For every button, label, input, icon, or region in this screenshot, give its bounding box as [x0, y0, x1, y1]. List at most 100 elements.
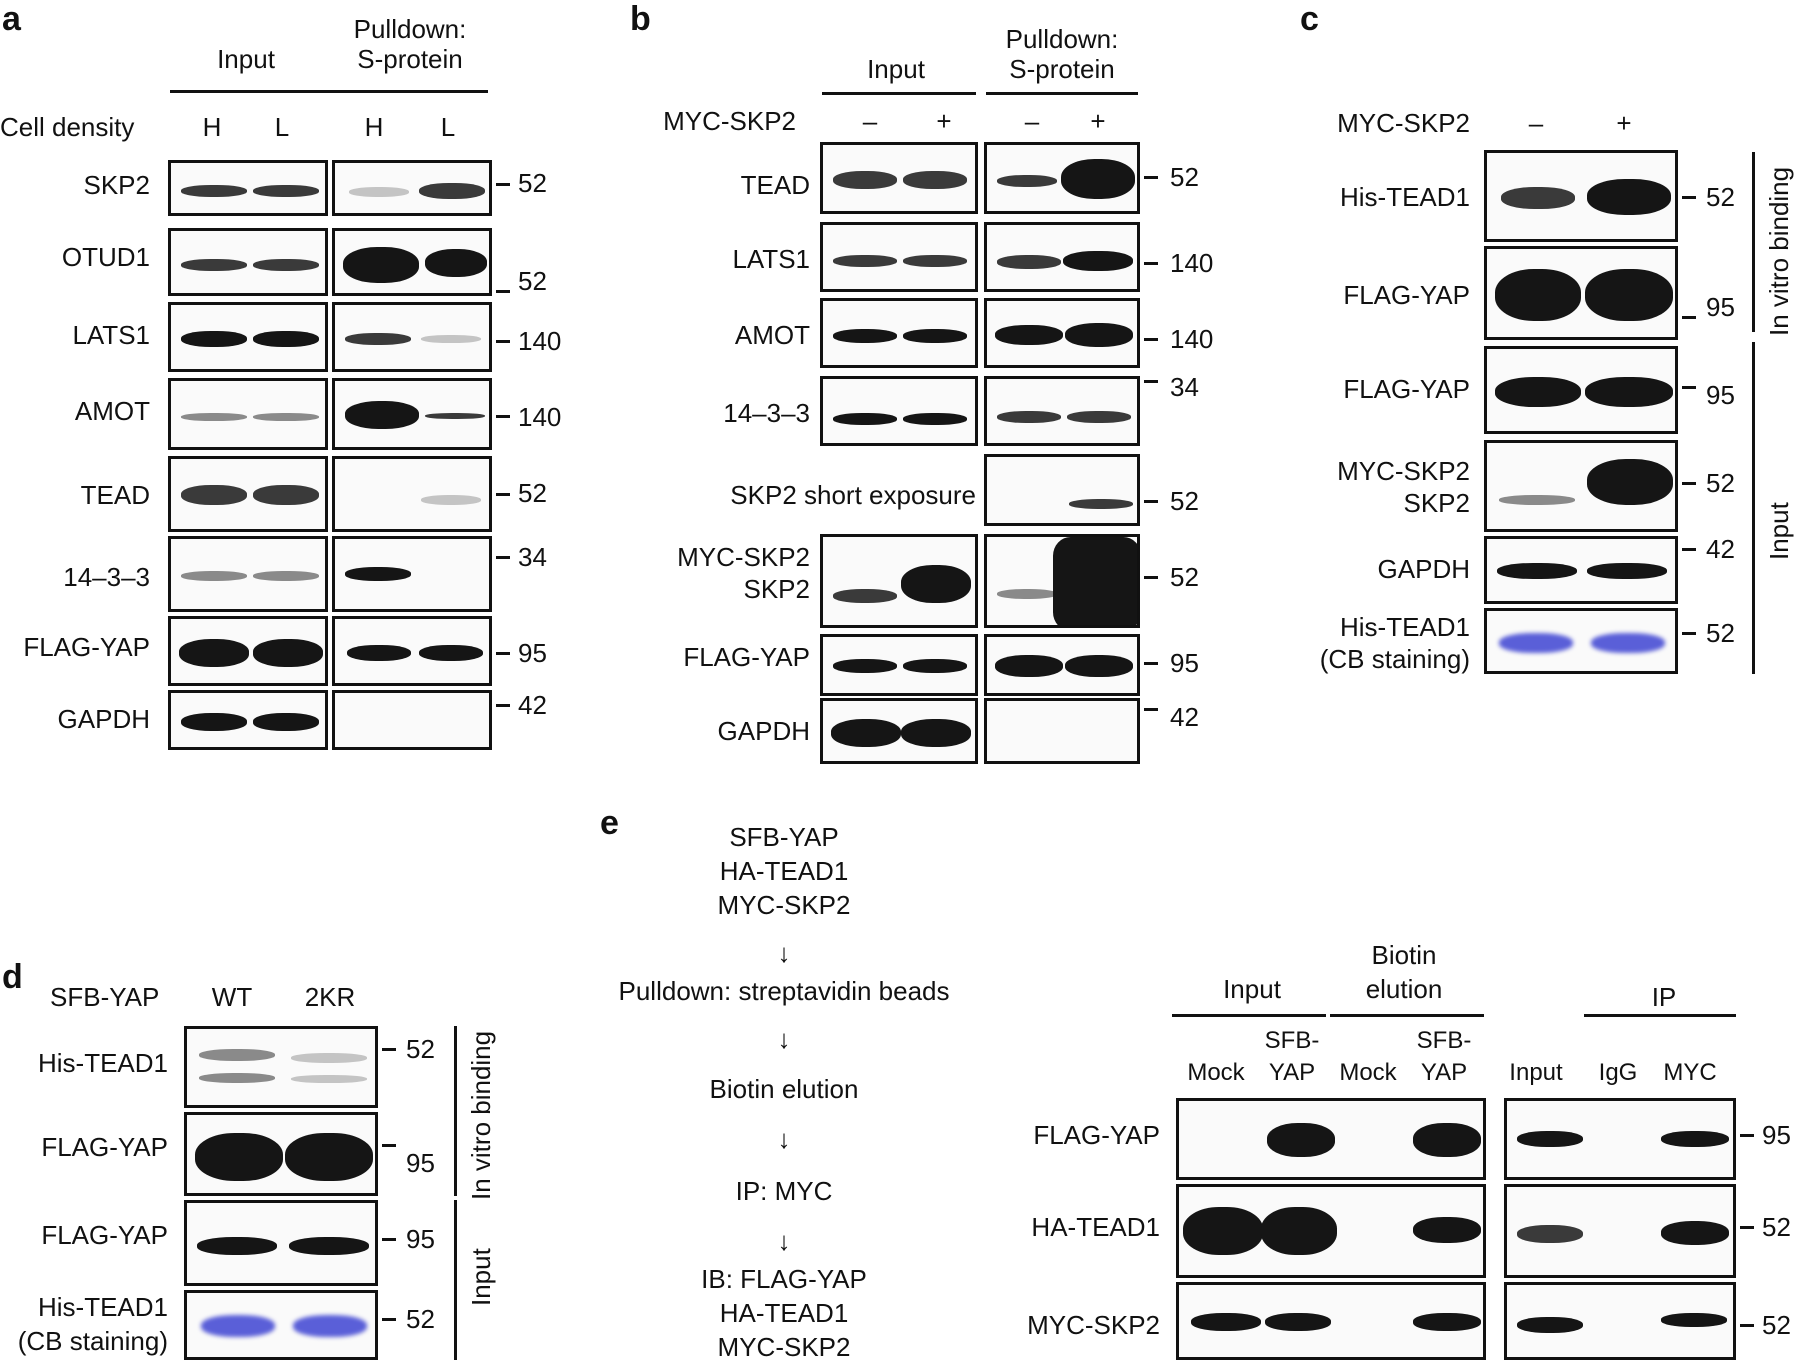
- col-label: YAP: [1420, 1059, 1468, 1086]
- mw-label: 52: [1170, 562, 1199, 592]
- col-label: H: [364, 112, 384, 142]
- blot-label: FLAG-YAP: [1343, 374, 1470, 404]
- blot-image: [168, 302, 328, 372]
- blot-label: SKP2: [1403, 488, 1471, 518]
- blot-label: GAPDH: [1377, 554, 1470, 584]
- mw-label: 52: [1762, 1310, 1791, 1340]
- blot-image: [1176, 1282, 1486, 1360]
- blot-label: MYC-SKP2: [677, 542, 810, 572]
- blot-image: [332, 616, 492, 686]
- flow-text: IB: FLAG-YAP: [701, 1264, 867, 1294]
- col-label: L: [274, 112, 290, 142]
- blot-label: FLAG-YAP: [41, 1220, 168, 1250]
- mw-label: 52: [1762, 1212, 1791, 1242]
- header-input: Input: [1223, 974, 1281, 1004]
- mw-label: 34: [518, 542, 547, 572]
- row-label: MYC-SKP2: [663, 106, 796, 136]
- panel-letter-e: e: [600, 804, 619, 842]
- blot-label: (CB staining): [17, 1326, 168, 1356]
- arrow-icon: ↓: [777, 1124, 791, 1154]
- flow-text: MYC-SKP2: [717, 1332, 851, 1362]
- header-pulldown: S-protein: [1009, 54, 1115, 84]
- mw-label: 95: [518, 638, 547, 668]
- blot-image: [168, 160, 328, 216]
- mw-label: 95: [1706, 380, 1735, 410]
- blot-label: His-TEAD1: [37, 1292, 168, 1322]
- panel-letter-c: c: [1300, 0, 1319, 38]
- blot-label: TEAD: [740, 170, 810, 200]
- blot-image: [168, 536, 328, 612]
- side-label: Input: [466, 1248, 496, 1306]
- blot-label: MYC-SKP2: [1337, 456, 1470, 486]
- mw-label: 52: [1706, 468, 1735, 498]
- arrow-icon: ↓: [777, 1226, 791, 1256]
- mw-label: 52: [406, 1304, 435, 1334]
- bracket: [454, 1200, 457, 1360]
- blot-label: FLAG-YAP: [1033, 1120, 1160, 1150]
- col-label: H: [202, 112, 222, 142]
- row-label: MYC-SKP2: [1337, 108, 1470, 138]
- divider: [170, 90, 330, 93]
- blot-image: [332, 690, 492, 750]
- col-label: 2KR: [304, 982, 356, 1012]
- col-label: Input: [1509, 1059, 1563, 1086]
- blot-image: [184, 1200, 378, 1286]
- blot-label: AMOT: [74, 396, 150, 426]
- blot-image: [820, 222, 978, 292]
- col-label: Mock: [1187, 1059, 1245, 1086]
- blot-image: [168, 228, 328, 296]
- mw-label: 42: [518, 690, 547, 720]
- blot-label: GAPDH: [57, 704, 150, 734]
- flow-text: MYC-SKP2: [717, 890, 851, 920]
- blot-image: [984, 454, 1140, 526]
- divider: [986, 92, 1138, 95]
- blot-label: SKP2: [83, 170, 151, 200]
- blot-label: SKP2: [743, 574, 811, 604]
- blot-image: [1504, 1282, 1736, 1360]
- col-label: Mock: [1339, 1059, 1397, 1086]
- header-input: Input: [867, 54, 925, 84]
- blot-image: [332, 456, 492, 532]
- mw-label: 52: [1706, 182, 1735, 212]
- blot-image: [984, 634, 1140, 696]
- blot-image: [820, 634, 978, 696]
- blot-image: [984, 298, 1140, 368]
- header-pulldown: S-protein: [357, 44, 463, 74]
- blot-label: (CB staining): [1319, 644, 1470, 674]
- blot-image: [1484, 246, 1678, 340]
- mw-label: 52: [518, 266, 547, 296]
- divider: [330, 90, 488, 93]
- blot-image: [332, 378, 492, 450]
- mw-label: 52: [1706, 618, 1735, 648]
- col-label: –: [1528, 108, 1544, 138]
- blot-image: [984, 376, 1140, 446]
- mw-label: 42: [1706, 534, 1735, 564]
- blot-label: FLAG-YAP: [41, 1132, 168, 1162]
- blot-label: FLAG-YAP: [683, 642, 810, 672]
- blot-label: OTUD1: [61, 242, 150, 272]
- blot-image: [332, 536, 492, 612]
- col-label: MYC: [1663, 1059, 1717, 1086]
- blot-label: LATS1: [72, 320, 150, 350]
- blot-image: [820, 298, 978, 368]
- col-label: +: [1616, 108, 1632, 138]
- blot-image: [1176, 1098, 1486, 1180]
- blot-label: TEAD: [80, 480, 150, 510]
- header-pulldown: Pulldown:: [353, 14, 467, 44]
- divider: [1584, 1014, 1736, 1017]
- col-label: +: [936, 106, 952, 136]
- divider: [1172, 1014, 1326, 1017]
- col-label: –: [862, 106, 878, 136]
- flow-text: HA-TEAD1: [719, 856, 849, 886]
- col-label: +: [1090, 106, 1106, 136]
- flow-text: Pulldown: streptavidin beads: [618, 976, 950, 1006]
- blot-image: [984, 142, 1140, 214]
- col-label: –: [1024, 106, 1040, 136]
- blot-image: [984, 534, 1140, 628]
- arrow-icon: ↓: [777, 1024, 791, 1054]
- blot-image: [168, 456, 328, 532]
- header-biotin: elution: [1365, 974, 1443, 1004]
- col-label: WT: [211, 982, 253, 1012]
- col-label: YAP: [1268, 1059, 1316, 1086]
- side-label: In vitro binding: [1764, 166, 1794, 336]
